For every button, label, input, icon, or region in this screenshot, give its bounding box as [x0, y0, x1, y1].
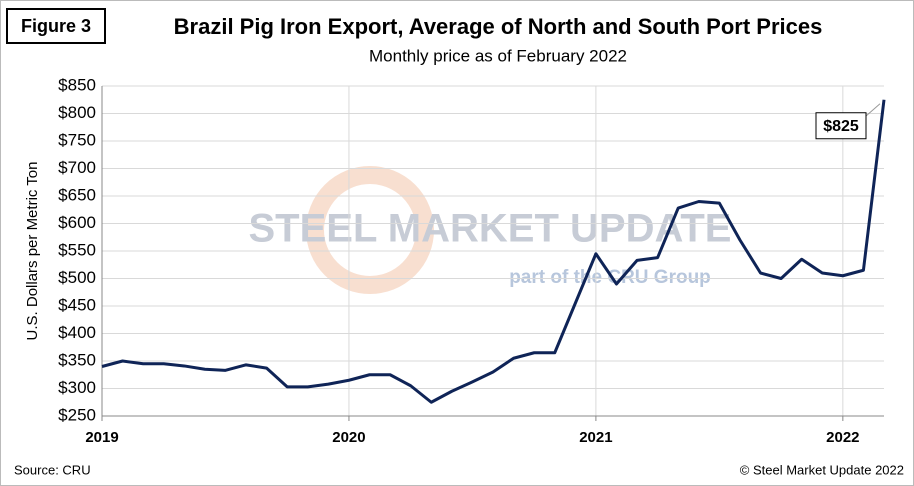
- y-tick-label: $250: [58, 405, 96, 424]
- y-tick-label: $350: [58, 350, 96, 369]
- x-tick-label: 2020: [332, 429, 365, 446]
- label-leader: [863, 103, 881, 119]
- y-tick-label: $300: [58, 378, 96, 397]
- watermark: STEEL MARKET UPDATE: [249, 207, 732, 251]
- y-tick-label: $650: [58, 185, 96, 204]
- watermark-sub: part of the CRU Group: [509, 267, 711, 288]
- y-tick-label: $500: [58, 268, 96, 287]
- data-label: $825: [823, 118, 859, 135]
- y-tick-label: $750: [58, 130, 96, 149]
- y-tick-label: $450: [58, 295, 96, 314]
- chart-subtitle: Monthly price as of February 2022: [369, 46, 627, 65]
- chart-title: Brazil Pig Iron Export, Average of North…: [174, 14, 823, 39]
- figure-label: Figure 3: [21, 16, 91, 36]
- y-tick-label: $600: [58, 213, 96, 232]
- x-tick-label: 2021: [579, 429, 612, 446]
- y-tick-label: $700: [58, 158, 96, 177]
- copyright: © Steel Market Update 2022: [740, 462, 904, 477]
- x-tick-label: 2022: [826, 429, 859, 446]
- figure-box: [6, 8, 106, 44]
- watermark-logo: [306, 166, 434, 294]
- y-tick-label: $800: [58, 103, 96, 122]
- y-axis-label: U.S. Dollars per Metric Ton: [24, 162, 41, 341]
- x-tick-label: 2019: [85, 429, 118, 446]
- line-series: [101, 99, 886, 404]
- label-box: [815, 112, 867, 140]
- y-tick-label: $550: [58, 240, 96, 259]
- y-tick-label: $850: [58, 75, 96, 94]
- y-tick-label: $400: [58, 323, 96, 342]
- source: Source: CRU: [14, 462, 91, 477]
